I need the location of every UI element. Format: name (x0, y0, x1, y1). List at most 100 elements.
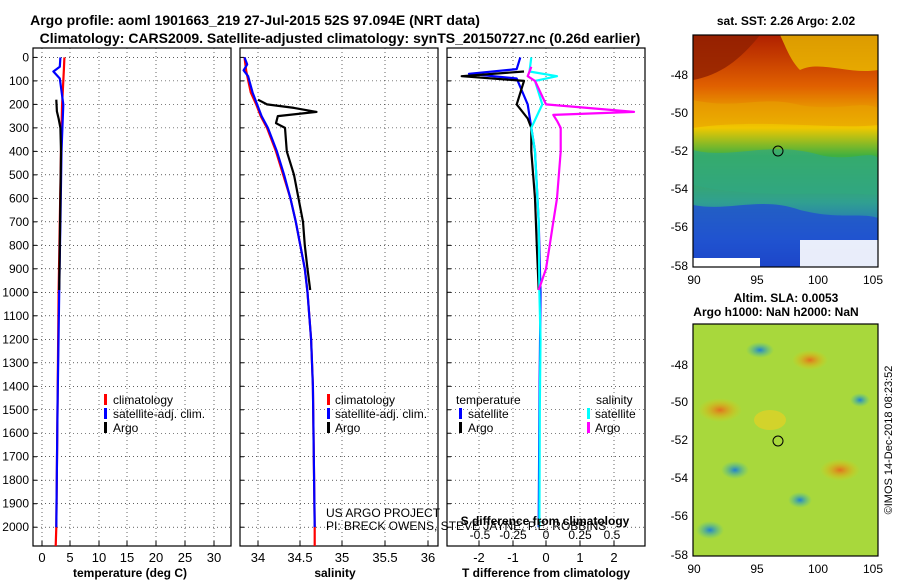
sla-map-title1: Altim. SLA: 0.0053 (734, 291, 839, 305)
sst-lon-105: 105 (863, 273, 883, 287)
diff-tick-m1: -1 (507, 550, 519, 565)
sla-lon-95: 95 (750, 562, 764, 576)
sla-lon-90: 90 (687, 562, 701, 576)
sal-tick-34: 34 (251, 550, 265, 565)
sst-lat-50: -50 (671, 106, 689, 120)
pressure-tick-label: 0 (22, 50, 29, 64)
pressure-tick-label: 1000 (2, 285, 29, 299)
difference-x-ticks: -2 -1 0 1 2 (473, 550, 617, 565)
sal-legend-swatch-argo (327, 422, 330, 433)
sst-lat-ticks: -48 -50 -52 -54 -56 -58 (671, 68, 689, 273)
difference-top-label: S difference from climatology (461, 514, 630, 528)
legend-label-climatology: climatology (113, 393, 173, 407)
sla-lon-ticks: 90 95 100 105 (687, 562, 883, 576)
sst-map (693, 35, 878, 267)
sal-legend-swatch-satellite (327, 408, 330, 419)
sal-legend-label-argo: Argo (335, 421, 361, 435)
temp-tick-25: 25 (178, 550, 192, 565)
diff-legend-label-s-sat: satellite (595, 407, 636, 421)
diff-legend-label-s-argo: Argo (595, 421, 621, 435)
sla-lon-100: 100 (808, 562, 828, 576)
diff-tick-m2: -2 (473, 550, 485, 565)
s-tick-0: 0 (543, 528, 550, 542)
sst-map-frame (692, 34, 879, 268)
sst-lat-58: -58 (671, 259, 689, 273)
diff-legend-label-t-sat: satellite (468, 407, 509, 421)
diff-legend-label-t-argo: Argo (468, 421, 494, 435)
difference-top-ticks: -0.5 -0.25 0 0.25 0.5 (470, 528, 621, 542)
temp-tick-0: 0 (38, 550, 45, 565)
pressure-tick-label: 300 (9, 121, 29, 135)
legend-swatch-climatology (104, 394, 107, 405)
temp-tick-30: 30 (207, 550, 221, 565)
sst-lat-54: -54 (671, 182, 689, 196)
sal-tick-35-5: 35.5 (372, 550, 397, 565)
sla-lat-48: -48 (671, 358, 689, 372)
sst-map-title: sat. SST: 2.26 Argo: 2.02 (717, 14, 856, 28)
pressure-tick-label: 900 (9, 262, 29, 276)
imos-watermark: ©IMOS 14-Dec-2018 08:23:52 (883, 366, 895, 515)
sla-float-marker (772, 435, 784, 447)
legend-label-satellite: satellite-adj. clim. (113, 407, 205, 421)
s-tick-m0-5: -0.5 (470, 528, 491, 542)
sal-tick-35: 35 (335, 550, 349, 565)
temp-tick-15: 15 (120, 550, 134, 565)
legend-title-salinity: salinity (596, 393, 633, 407)
sst-lon-90: 90 (687, 273, 701, 287)
sst-lon-95: 95 (750, 273, 764, 287)
pressure-tick-label: 1500 (2, 403, 29, 417)
s-tick-0-25: 0.25 (568, 528, 592, 542)
series-temperature-argo (460, 70, 540, 291)
sal-tick-36: 36 (421, 550, 435, 565)
diff-legend-swatch-t-sat (459, 408, 462, 419)
sal-legend-label-climatology: climatology (335, 393, 395, 407)
pressure-tick-label: 2000 (2, 520, 29, 534)
temperature-panel-frame (32, 47, 232, 547)
pressure-tick-label: 100 (9, 74, 29, 88)
s-tick-0-5: 0.5 (604, 528, 621, 542)
series-climatology (243, 57, 316, 546)
sla-lat-56: -56 (671, 509, 689, 523)
series-argo (257, 98, 318, 291)
sst-lat-56: -56 (671, 220, 689, 234)
series-satellite-adj-clim- (242, 57, 316, 528)
pressure-tick-label: 1400 (2, 379, 29, 393)
sal-legend-label-satellite: satellite-adj. clim. (335, 407, 427, 421)
salinity-legend: climatology satellite-adj. clim. Argo (327, 393, 427, 435)
diff-tick-0: 0 (542, 550, 549, 565)
sla-map-frame (692, 323, 879, 557)
sst-lat-48: -48 (671, 68, 689, 82)
sal-legend-swatch-climatology (327, 394, 330, 405)
difference-xlabel: T difference from climatology (462, 566, 630, 580)
sla-lat-50: -50 (671, 395, 689, 409)
pressure-tick-label: 600 (9, 191, 29, 205)
pressure-tick-label: 400 (9, 144, 29, 158)
salinity-xlabel: salinity (314, 566, 356, 580)
sla-lat-ticks: -48 -50 -52 -54 -56 -58 (671, 358, 689, 562)
sla-map (693, 324, 878, 556)
temperature-x-ticks: 0 5 10 15 20 25 30 (38, 550, 221, 565)
sst-lon-ticks: 90 95 100 105 (687, 273, 883, 287)
diff-legend-swatch-s-sat (587, 408, 590, 419)
series-satellite-adj-clim- (52, 57, 65, 528)
sla-lat-52: -52 (671, 433, 689, 447)
header-line1: Argo profile: aoml 1901663_219 27-Jul-20… (30, 12, 480, 28)
pressure-tick-label: 1600 (2, 426, 29, 440)
sla-map-title2: Argo h1000: NaN h2000: NaN (693, 305, 858, 319)
legend-title-temperature: temperature (456, 393, 521, 407)
sla-lon-105: 105 (863, 562, 883, 576)
sst-lon-100: 100 (808, 273, 828, 287)
diff-legend-swatch-s-argo (587, 422, 590, 433)
sla-lat-54: -54 (671, 471, 689, 485)
sla-lat-58: -58 (671, 548, 689, 562)
s-tick-m0-25: -0.25 (499, 528, 527, 542)
series-argo (55, 99, 63, 291)
diff-legend-swatch-t-argo (459, 422, 462, 433)
salinity-x-ticks: 34 34.5 35 35.5 36 (251, 550, 435, 565)
pressure-tick-label: 1800 (2, 473, 29, 487)
legend-swatch-satellite (104, 408, 107, 419)
pressure-tick-label: 1100 (3, 309, 29, 323)
salinity-panel-frame (239, 47, 439, 547)
series-salinity-satellite (528, 57, 559, 528)
